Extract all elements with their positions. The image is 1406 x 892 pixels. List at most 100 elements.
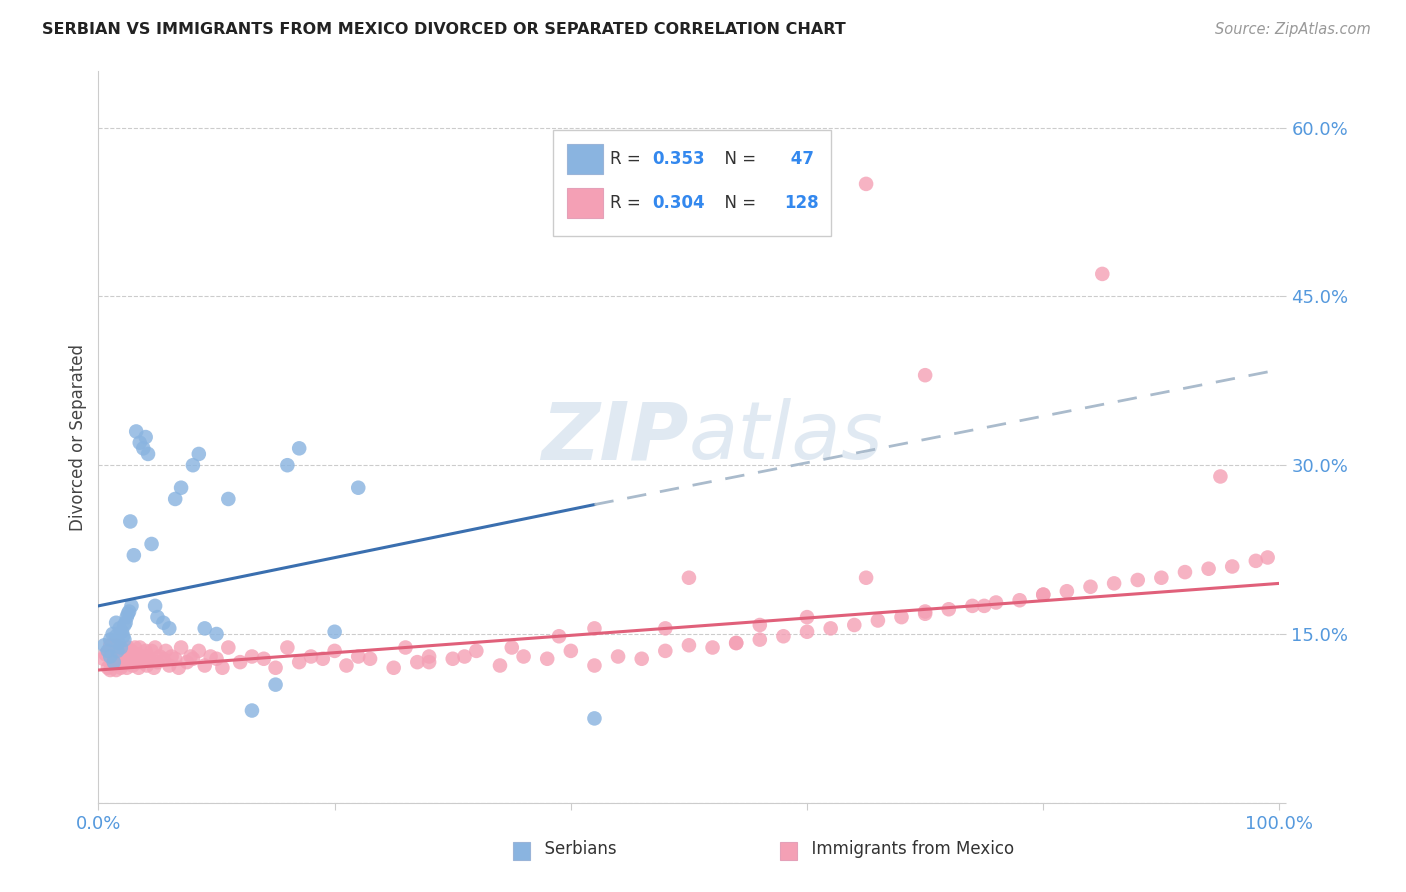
Point (121, 658, 143, 673)
Point (112, 652, 135, 666)
Point (725, 636, 748, 650)
Point (142, 661, 165, 675)
Point (914, 607, 936, 621)
Point (418, 655, 440, 669)
Point (855, 571, 877, 585)
Point (122, 649, 145, 664)
Point (141, 537, 163, 551)
Point (938, 602, 960, 616)
Point (866, 614, 889, 628)
Point (536, 652, 558, 666)
Point (1032, 588, 1054, 602)
Point (181, 458, 204, 473)
Point (288, 442, 311, 456)
Point (157, 658, 180, 673)
Point (1080, 580, 1102, 594)
Point (347, 481, 370, 495)
Point (406, 655, 429, 669)
Point (104, 647, 127, 661)
Text: N =: N = (714, 194, 761, 212)
Point (135, 644, 157, 658)
Point (101, 627, 124, 641)
Point (772, 629, 794, 643)
Point (105, 615, 128, 630)
Point (152, 652, 174, 666)
Point (128, 661, 150, 675)
Point (124, 640, 146, 655)
Point (111, 658, 134, 673)
Point (796, 624, 818, 639)
Point (105, 644, 128, 658)
Point (501, 640, 523, 655)
Point (187, 447, 209, 461)
Point (1209, 469, 1232, 483)
Point (796, 610, 818, 624)
Point (103, 655, 125, 669)
Point (288, 655, 311, 669)
Point (135, 658, 157, 673)
Point (129, 655, 152, 669)
Point (583, 621, 606, 635)
Point (105, 663, 128, 677)
Point (117, 655, 139, 669)
Point (1257, 550, 1279, 565)
Point (323, 644, 346, 658)
Text: SERBIAN VS IMMIGRANTS FROM MEXICO DIVORCED OR SEPARATED CORRELATION CHART: SERBIAN VS IMMIGRANTS FROM MEXICO DIVORC… (42, 22, 846, 37)
Point (136, 447, 159, 461)
Point (1091, 267, 1114, 281)
Text: Immigrants from Mexico: Immigrants from Mexico (801, 840, 1015, 858)
Point (110, 640, 132, 655)
Point (418, 649, 440, 664)
FancyBboxPatch shape (567, 144, 603, 175)
Point (240, 704, 263, 718)
Point (97, 661, 120, 675)
Point (1056, 584, 1078, 599)
Point (121, 644, 143, 658)
Text: 47: 47 (785, 150, 814, 168)
Point (127, 647, 149, 661)
Point (347, 649, 370, 664)
Point (1102, 576, 1125, 591)
Point (105, 638, 128, 652)
Point (110, 661, 132, 675)
Point (855, 177, 877, 191)
Point (1150, 571, 1173, 585)
Point (512, 649, 534, 664)
Point (149, 649, 172, 664)
Point (276, 458, 298, 473)
Point (122, 548, 145, 562)
Point (194, 658, 217, 673)
Point (112, 632, 135, 647)
Point (394, 640, 416, 655)
Point (128, 640, 150, 655)
Point (890, 610, 912, 624)
Point (200, 649, 222, 664)
Point (253, 652, 276, 666)
Point (205, 652, 228, 666)
Point (112, 629, 135, 643)
Point (678, 571, 700, 585)
Point (138, 652, 160, 666)
Point (359, 652, 381, 666)
Point (157, 621, 180, 635)
Point (820, 621, 842, 635)
Point (180, 649, 202, 664)
Point (112, 618, 135, 632)
Point (155, 644, 177, 658)
Point (108, 640, 131, 655)
Point (117, 607, 139, 621)
Point (1220, 559, 1243, 574)
Point (229, 655, 252, 669)
Point (914, 368, 936, 383)
Point (94, 647, 117, 661)
Point (131, 649, 153, 664)
Point (465, 644, 488, 658)
Text: ZIP: ZIP (541, 398, 689, 476)
Point (240, 649, 263, 664)
Point (120, 652, 142, 666)
Point (98, 663, 121, 677)
Point (323, 624, 346, 639)
Point (748, 632, 770, 647)
Text: atlas: atlas (689, 398, 884, 476)
Point (453, 649, 475, 664)
